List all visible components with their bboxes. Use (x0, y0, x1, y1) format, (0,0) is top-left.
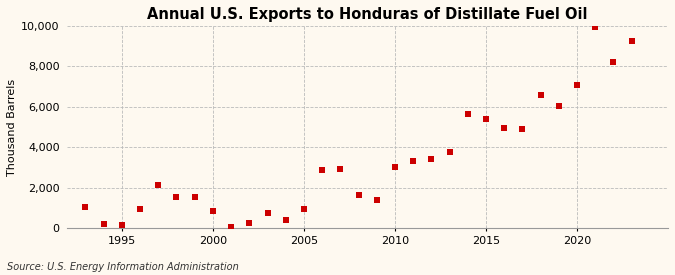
Point (189, 195, 200, 199)
Point (371, 198, 382, 202)
Point (298, 207, 309, 211)
Point (117, 223, 128, 228)
Point (280, 218, 291, 222)
Point (225, 225, 236, 230)
Point (262, 211, 273, 215)
Y-axis label: Thousand Barrels: Thousand Barrels (7, 79, 17, 176)
Point (207, 209, 218, 213)
Point (335, 166, 346, 171)
Title: Annual U.S. Exports to Honduras of Distillate Fuel Oil: Annual U.S. Exports to Honduras of Disti… (147, 7, 588, 22)
Point (171, 195, 182, 199)
Text: Source: U.S. Energy Information Administration: Source: U.S. Energy Information Administ… (7, 262, 238, 272)
Point (444, 150, 455, 155)
Point (481, 117, 491, 121)
Point (408, 158, 418, 163)
Point (626, 39, 637, 43)
Point (426, 156, 437, 161)
Point (353, 193, 364, 197)
Point (499, 126, 510, 130)
Point (590, 25, 601, 29)
Point (535, 93, 546, 97)
Point (572, 82, 583, 87)
Point (517, 127, 528, 131)
Point (135, 207, 146, 211)
Point (153, 183, 163, 187)
Point (99, 222, 109, 227)
Point (554, 104, 564, 108)
Point (317, 167, 327, 172)
Point (462, 112, 473, 116)
Point (80, 205, 91, 209)
Point (389, 164, 400, 169)
Point (608, 60, 619, 65)
Point (244, 221, 254, 226)
